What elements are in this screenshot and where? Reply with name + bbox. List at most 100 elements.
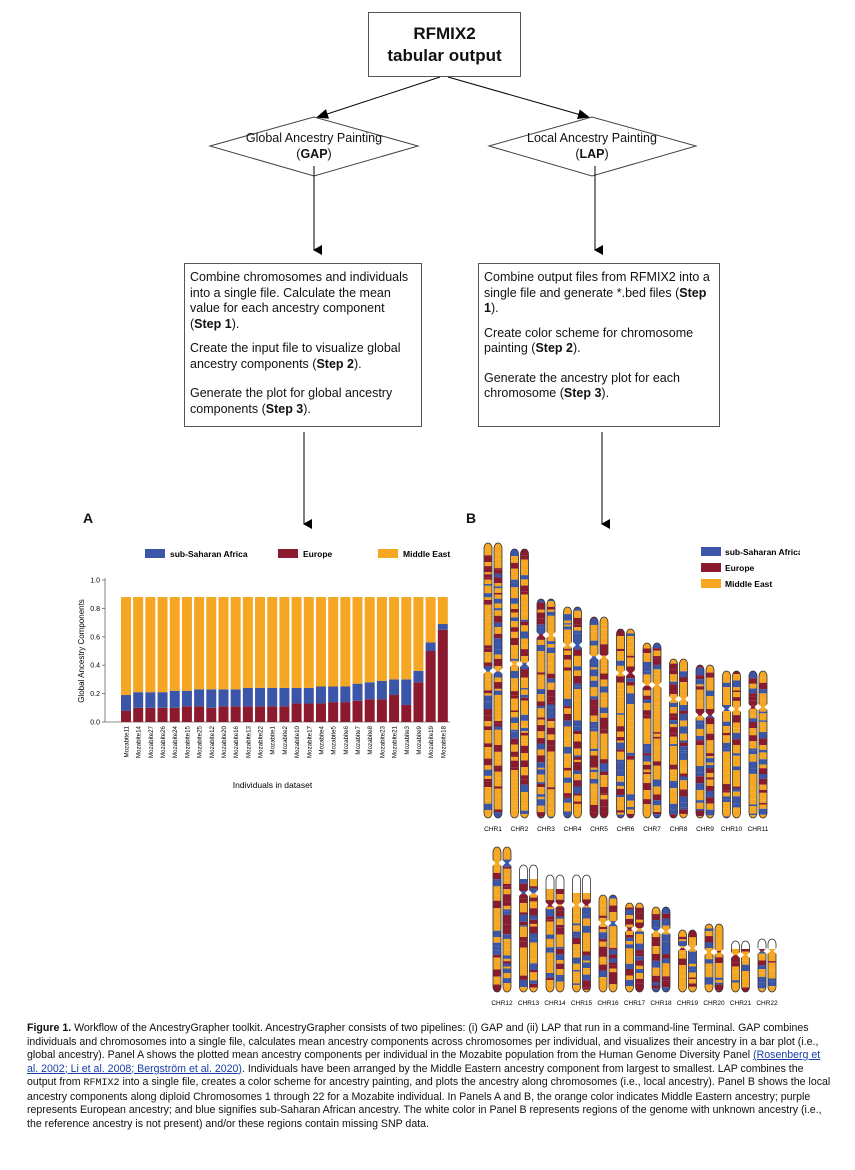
band	[520, 549, 529, 556]
band	[563, 639, 572, 645]
band	[520, 694, 529, 698]
bar-europe	[437, 629, 448, 722]
band	[600, 739, 608, 747]
band	[635, 938, 644, 944]
band	[731, 982, 740, 988]
band	[616, 781, 625, 787]
band	[616, 706, 625, 711]
band	[520, 735, 529, 741]
band	[494, 638, 502, 645]
band	[768, 961, 776, 963]
band-unknown	[546, 875, 554, 889]
band	[599, 929, 607, 933]
band	[732, 755, 741, 761]
centromere	[563, 642, 572, 648]
chromatid	[661, 906, 671, 993]
band	[503, 963, 511, 967]
band	[503, 883, 511, 887]
band	[616, 776, 625, 782]
band	[722, 796, 731, 800]
band	[599, 946, 607, 954]
band	[662, 907, 670, 914]
band	[609, 976, 617, 982]
band	[510, 582, 519, 588]
band	[590, 761, 598, 768]
band	[652, 927, 660, 931]
band	[635, 965, 644, 970]
band	[625, 944, 634, 949]
band	[758, 972, 766, 975]
chromatid-outline	[520, 548, 529, 819]
band	[547, 632, 555, 637]
band	[546, 972, 554, 978]
band	[679, 681, 688, 684]
band	[662, 963, 670, 969]
band	[732, 739, 741, 745]
band	[616, 713, 625, 715]
legend-swatch	[701, 547, 721, 556]
x-tick-label: Mozabite5	[331, 725, 338, 754]
bands	[715, 924, 723, 992]
band	[563, 782, 572, 788]
lap-step1: Combine output files from RFMIX2 into a …	[484, 270, 710, 315]
band	[590, 645, 598, 648]
band	[678, 936, 687, 940]
band	[732, 815, 741, 818]
x-tick-label: Mozabite27	[148, 725, 155, 758]
band	[696, 702, 704, 709]
band	[635, 960, 644, 966]
band	[590, 791, 598, 794]
chromatid-outline	[582, 874, 591, 993]
band	[715, 977, 723, 980]
band	[547, 789, 555, 797]
band	[484, 775, 492, 779]
band	[600, 729, 608, 734]
band	[696, 790, 704, 796]
band	[643, 804, 651, 806]
band	[616, 759, 625, 763]
band	[616, 696, 625, 700]
band	[653, 691, 661, 694]
band	[563, 720, 572, 727]
band	[547, 620, 555, 627]
band	[494, 803, 502, 810]
band	[590, 783, 598, 787]
band	[546, 900, 554, 907]
top-title-line1: RFMIX2	[413, 23, 476, 43]
band	[537, 689, 545, 695]
bands	[749, 671, 757, 818]
band	[503, 874, 511, 881]
band	[679, 742, 688, 747]
band	[706, 717, 714, 725]
x-tick-label: Mozabite12	[209, 725, 216, 758]
band	[537, 624, 545, 628]
band	[669, 764, 678, 770]
band	[749, 768, 757, 774]
bar-europe	[401, 704, 412, 722]
band	[573, 630, 582, 634]
band	[758, 965, 766, 970]
citation-link[interactable]: (Rosenberg et al. 2002; Li et al. 2008; …	[27, 1049, 821, 1075]
band	[732, 803, 741, 808]
bands	[662, 907, 670, 992]
band	[529, 963, 538, 970]
band	[609, 926, 617, 934]
band	[600, 746, 608, 753]
band	[537, 694, 545, 702]
band	[493, 919, 501, 924]
band	[652, 907, 660, 910]
band	[626, 755, 635, 760]
band	[556, 976, 564, 980]
band	[556, 969, 564, 976]
band	[731, 949, 740, 956]
band	[616, 682, 625, 685]
x-tick-label: Mozabite10	[294, 725, 301, 758]
band	[573, 666, 582, 671]
band	[706, 690, 714, 697]
band	[573, 762, 582, 765]
band	[493, 886, 501, 890]
band	[653, 677, 661, 685]
band	[722, 780, 731, 785]
band	[520, 731, 529, 733]
band	[715, 979, 723, 983]
